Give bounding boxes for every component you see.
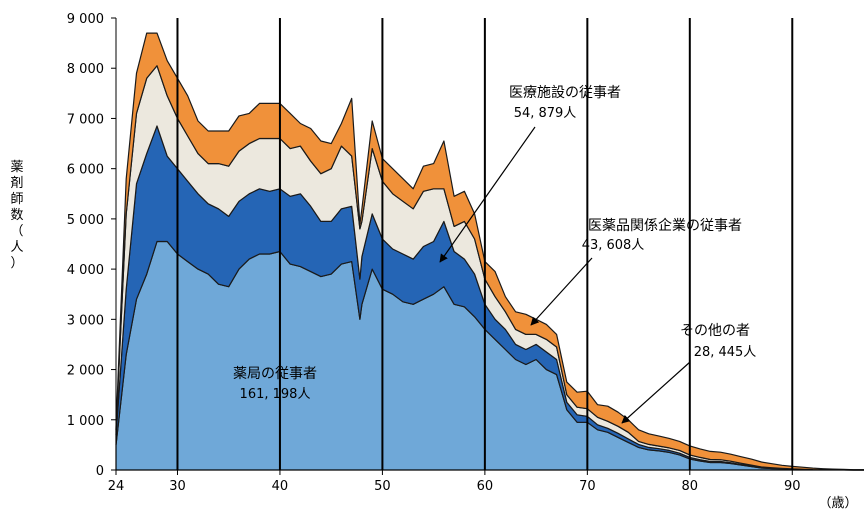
x-tick-label-90: 90 xyxy=(784,479,801,494)
value-other: 28, 445人 xyxy=(694,345,757,360)
label-pharma-company: 医薬品関係企業の従事者 xyxy=(588,217,742,234)
y-axis-label-char-0: 薬 xyxy=(10,160,24,175)
x-tick-label-70: 70 xyxy=(579,479,596,494)
value-pharmacy: 161, 198人 xyxy=(240,387,311,402)
area-series-3 xyxy=(115,32,864,471)
y-tick-label-9000: 9 000 xyxy=(67,12,104,27)
label-other: その他の者 xyxy=(680,323,750,339)
label-pharmacy: 薬局の従事者 xyxy=(233,366,317,382)
y-tick-label-4000: 4 000 xyxy=(67,263,104,278)
y-tick-label-6000: 6 000 xyxy=(67,163,104,178)
x-tick-label-24: 24 xyxy=(108,479,125,494)
y-axis-label-char-6: ） xyxy=(10,256,24,271)
y-tick-label-2000: 2 000 xyxy=(67,364,104,379)
y-tick-label-7000: 7 000 xyxy=(67,112,104,127)
y-tick-label-8000: 8 000 xyxy=(67,62,104,77)
x-tick-label-80: 80 xyxy=(682,479,699,494)
annotation-arrows xyxy=(439,126,691,424)
y-tick-label-0: 0 xyxy=(96,464,104,479)
y-axis-label: 薬剤師数（人） xyxy=(8,160,26,272)
y-tick-label-3000: 3 000 xyxy=(67,313,104,328)
stacked-areas xyxy=(115,32,864,471)
axes xyxy=(115,18,864,471)
x-tick-label-40: 40 xyxy=(272,479,289,494)
y-tick-labels: 0 1 000 2 000 3 000 4 000 5 000 6 000 7 000 8 00… xyxy=(67,12,116,479)
value-pharma-company: 43, 608人 xyxy=(582,238,645,253)
arrow-pharma-company xyxy=(530,257,593,326)
x-tick-labels: 24 30 40 50 60 70 80 90 xyxy=(108,470,801,494)
y-axis-label-char-4: （ xyxy=(10,224,24,239)
arrow-other xyxy=(621,361,691,424)
x-tick-label-60: 60 xyxy=(477,479,494,494)
arrow-medical-facility xyxy=(439,126,536,263)
y-axis-label-char-3: 数 xyxy=(10,208,24,223)
y-tick-label-5000: 5 000 xyxy=(67,213,104,228)
y-axis-label-char-2: 師 xyxy=(10,192,24,207)
y-axis-label-char-5: 人 xyxy=(10,240,24,255)
x-axis-unit-label: （歳） xyxy=(818,496,857,511)
label-medical-facility: 医療施設の従事者 xyxy=(509,84,621,101)
y-axis-label-char-1: 剤 xyxy=(10,176,24,191)
x-tick-label-30: 30 xyxy=(169,479,186,494)
value-medical-facility: 54, 879人 xyxy=(514,106,577,121)
x-tick-label-50: 50 xyxy=(374,479,391,494)
vertical-gridlines xyxy=(176,18,794,470)
y-tick-label-1000: 1 000 xyxy=(67,414,104,429)
